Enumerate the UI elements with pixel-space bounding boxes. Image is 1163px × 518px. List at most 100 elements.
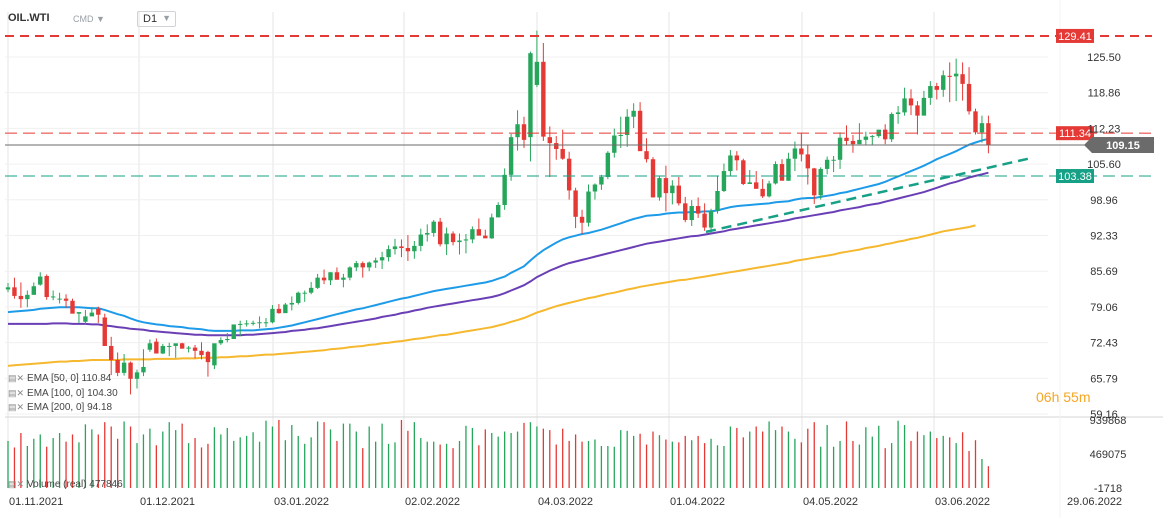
candle[interactable] [5, 283, 11, 293]
candle[interactable] [405, 235, 411, 261]
candle[interactable] [76, 312, 82, 323]
price-levels[interactable]: 129.41 111.34 109.15 103.38 [5, 28, 1154, 234]
candle[interactable] [315, 273, 320, 289]
candle[interactable] [205, 350, 211, 377]
candle[interactable] [715, 175, 720, 214]
candle[interactable] [824, 156, 830, 175]
candle[interactable] [625, 109, 630, 147]
candle[interactable] [250, 320, 256, 326]
candle[interactable] [418, 228, 423, 252]
ema50-line[interactable] [7, 137, 989, 332]
candle[interactable] [463, 234, 469, 254]
candle[interactable] [870, 135, 875, 145]
candle[interactable] [812, 167, 817, 204]
candle[interactable] [489, 213, 494, 239]
eye-icon[interactable]: ▤✕ [8, 402, 25, 412]
candle[interactable] [676, 176, 681, 206]
candle[interactable] [399, 239, 404, 258]
candle[interactable] [431, 220, 436, 237]
candle[interactable] [70, 298, 75, 314]
candle[interactable] [57, 292, 62, 304]
candle[interactable] [741, 158, 746, 186]
candle[interactable] [257, 316, 262, 329]
candle[interactable] [109, 336, 114, 376]
candle[interactable] [360, 261, 365, 278]
candle[interactable] [173, 343, 178, 358]
candle[interactable] [154, 338, 159, 354]
candle[interactable] [515, 110, 520, 151]
eye-icon[interactable]: ▤✕ [8, 388, 25, 398]
candle[interactable] [147, 339, 153, 352]
candle[interactable] [347, 266, 353, 281]
candle[interactable] [496, 202, 501, 218]
candle[interactable] [96, 306, 101, 323]
candle[interactable] [953, 58, 959, 102]
candle[interactable] [296, 291, 301, 305]
candle[interactable] [470, 226, 475, 244]
candle[interactable] [218, 337, 224, 345]
candle[interactable] [747, 169, 752, 184]
cmd-label[interactable]: CMD [73, 14, 94, 24]
candle[interactable] [83, 309, 88, 325]
candle[interactable] [947, 62, 952, 103]
candle[interactable] [902, 87, 907, 116]
ema200-line[interactable] [7, 224, 976, 367]
candle[interactable] [612, 128, 617, 158]
candle[interactable] [308, 281, 314, 295]
candle[interactable] [637, 102, 643, 152]
candle[interactable] [889, 112, 894, 143]
candle[interactable] [134, 369, 140, 389]
ema100-line[interactable] [8, 171, 989, 337]
eye-icon[interactable]: ▤✕ [8, 373, 25, 383]
candle[interactable] [392, 238, 398, 255]
candle[interactable] [44, 274, 49, 300]
candle[interactable] [670, 180, 675, 205]
timeframe-select[interactable]: D1 ▼ [137, 11, 177, 27]
candle[interactable] [102, 313, 107, 346]
candle[interactable] [483, 229, 488, 239]
candle[interactable] [986, 115, 991, 154]
candle[interactable] [689, 200, 694, 226]
candle[interactable] [141, 349, 146, 377]
candle[interactable] [412, 241, 417, 259]
candle[interactable] [792, 141, 798, 172]
candle[interactable] [502, 168, 507, 210]
candle[interactable] [599, 174, 604, 190]
candle[interactable] [805, 144, 810, 185]
candle[interactable] [328, 272, 333, 286]
candle[interactable] [238, 320, 243, 337]
candle[interactable] [212, 343, 217, 370]
candle[interactable] [708, 208, 714, 233]
candle[interactable] [695, 197, 701, 218]
candle[interactable] [283, 302, 288, 314]
candle[interactable] [289, 296, 294, 311]
candle[interactable] [63, 294, 69, 308]
candle[interactable] [644, 138, 649, 163]
candle[interactable] [850, 135, 856, 153]
symbol-label[interactable]: OIL.WTI [8, 12, 50, 24]
candle[interactable] [663, 165, 669, 212]
volume-legend[interactable]: ▤✕ Volume (real) 477846 [8, 479, 123, 490]
candle[interactable] [521, 116, 527, 148]
candle[interactable] [895, 105, 901, 124]
candle[interactable] [50, 290, 56, 301]
candle[interactable] [773, 161, 778, 185]
candle[interactable] [631, 103, 636, 129]
candle[interactable] [541, 42, 546, 141]
candle[interactable] [386, 245, 391, 262]
candle[interactable] [321, 269, 327, 285]
candle[interactable] [38, 272, 43, 286]
candle[interactable] [192, 344, 198, 359]
candle[interactable] [844, 125, 849, 145]
candle[interactable] [973, 108, 978, 135]
candle[interactable] [225, 333, 230, 343]
candle[interactable] [457, 233, 462, 255]
candle[interactable] [766, 180, 772, 198]
candle[interactable] [883, 124, 888, 145]
candle[interactable] [115, 352, 120, 377]
candle[interactable] [966, 67, 972, 115]
candle[interactable] [573, 187, 578, 229]
candle[interactable] [341, 273, 346, 288]
candle[interactable] [270, 305, 275, 324]
